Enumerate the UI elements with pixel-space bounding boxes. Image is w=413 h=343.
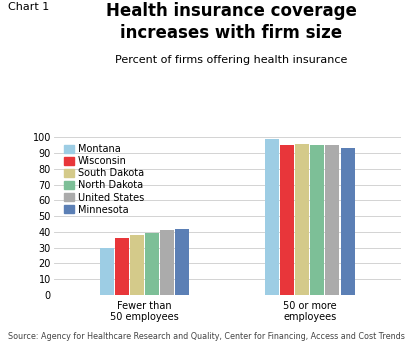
Bar — [280, 145, 294, 295]
Bar — [145, 234, 159, 295]
Bar — [265, 139, 279, 295]
Bar — [160, 230, 174, 295]
Text: Health insurance coverage
increases with firm size: Health insurance coverage increases with… — [106, 2, 357, 42]
Bar — [130, 235, 144, 295]
Bar — [325, 145, 339, 295]
Legend: Montana, Wisconsin, South Dakota, North Dakota, United States, Minnesota: Montana, Wisconsin, South Dakota, North … — [62, 142, 146, 217]
Bar — [115, 238, 129, 295]
Bar — [176, 229, 190, 295]
Text: Chart 1: Chart 1 — [8, 2, 50, 12]
Bar — [295, 143, 309, 295]
Text: Percent of firms offering health insurance: Percent of firms offering health insuran… — [115, 55, 347, 65]
Bar — [100, 248, 114, 295]
Bar — [341, 148, 355, 295]
Bar — [310, 145, 324, 295]
Text: Source: Agency for Healthcare Research and Quality, Center for Financing, Access: Source: Agency for Healthcare Research a… — [8, 332, 405, 341]
